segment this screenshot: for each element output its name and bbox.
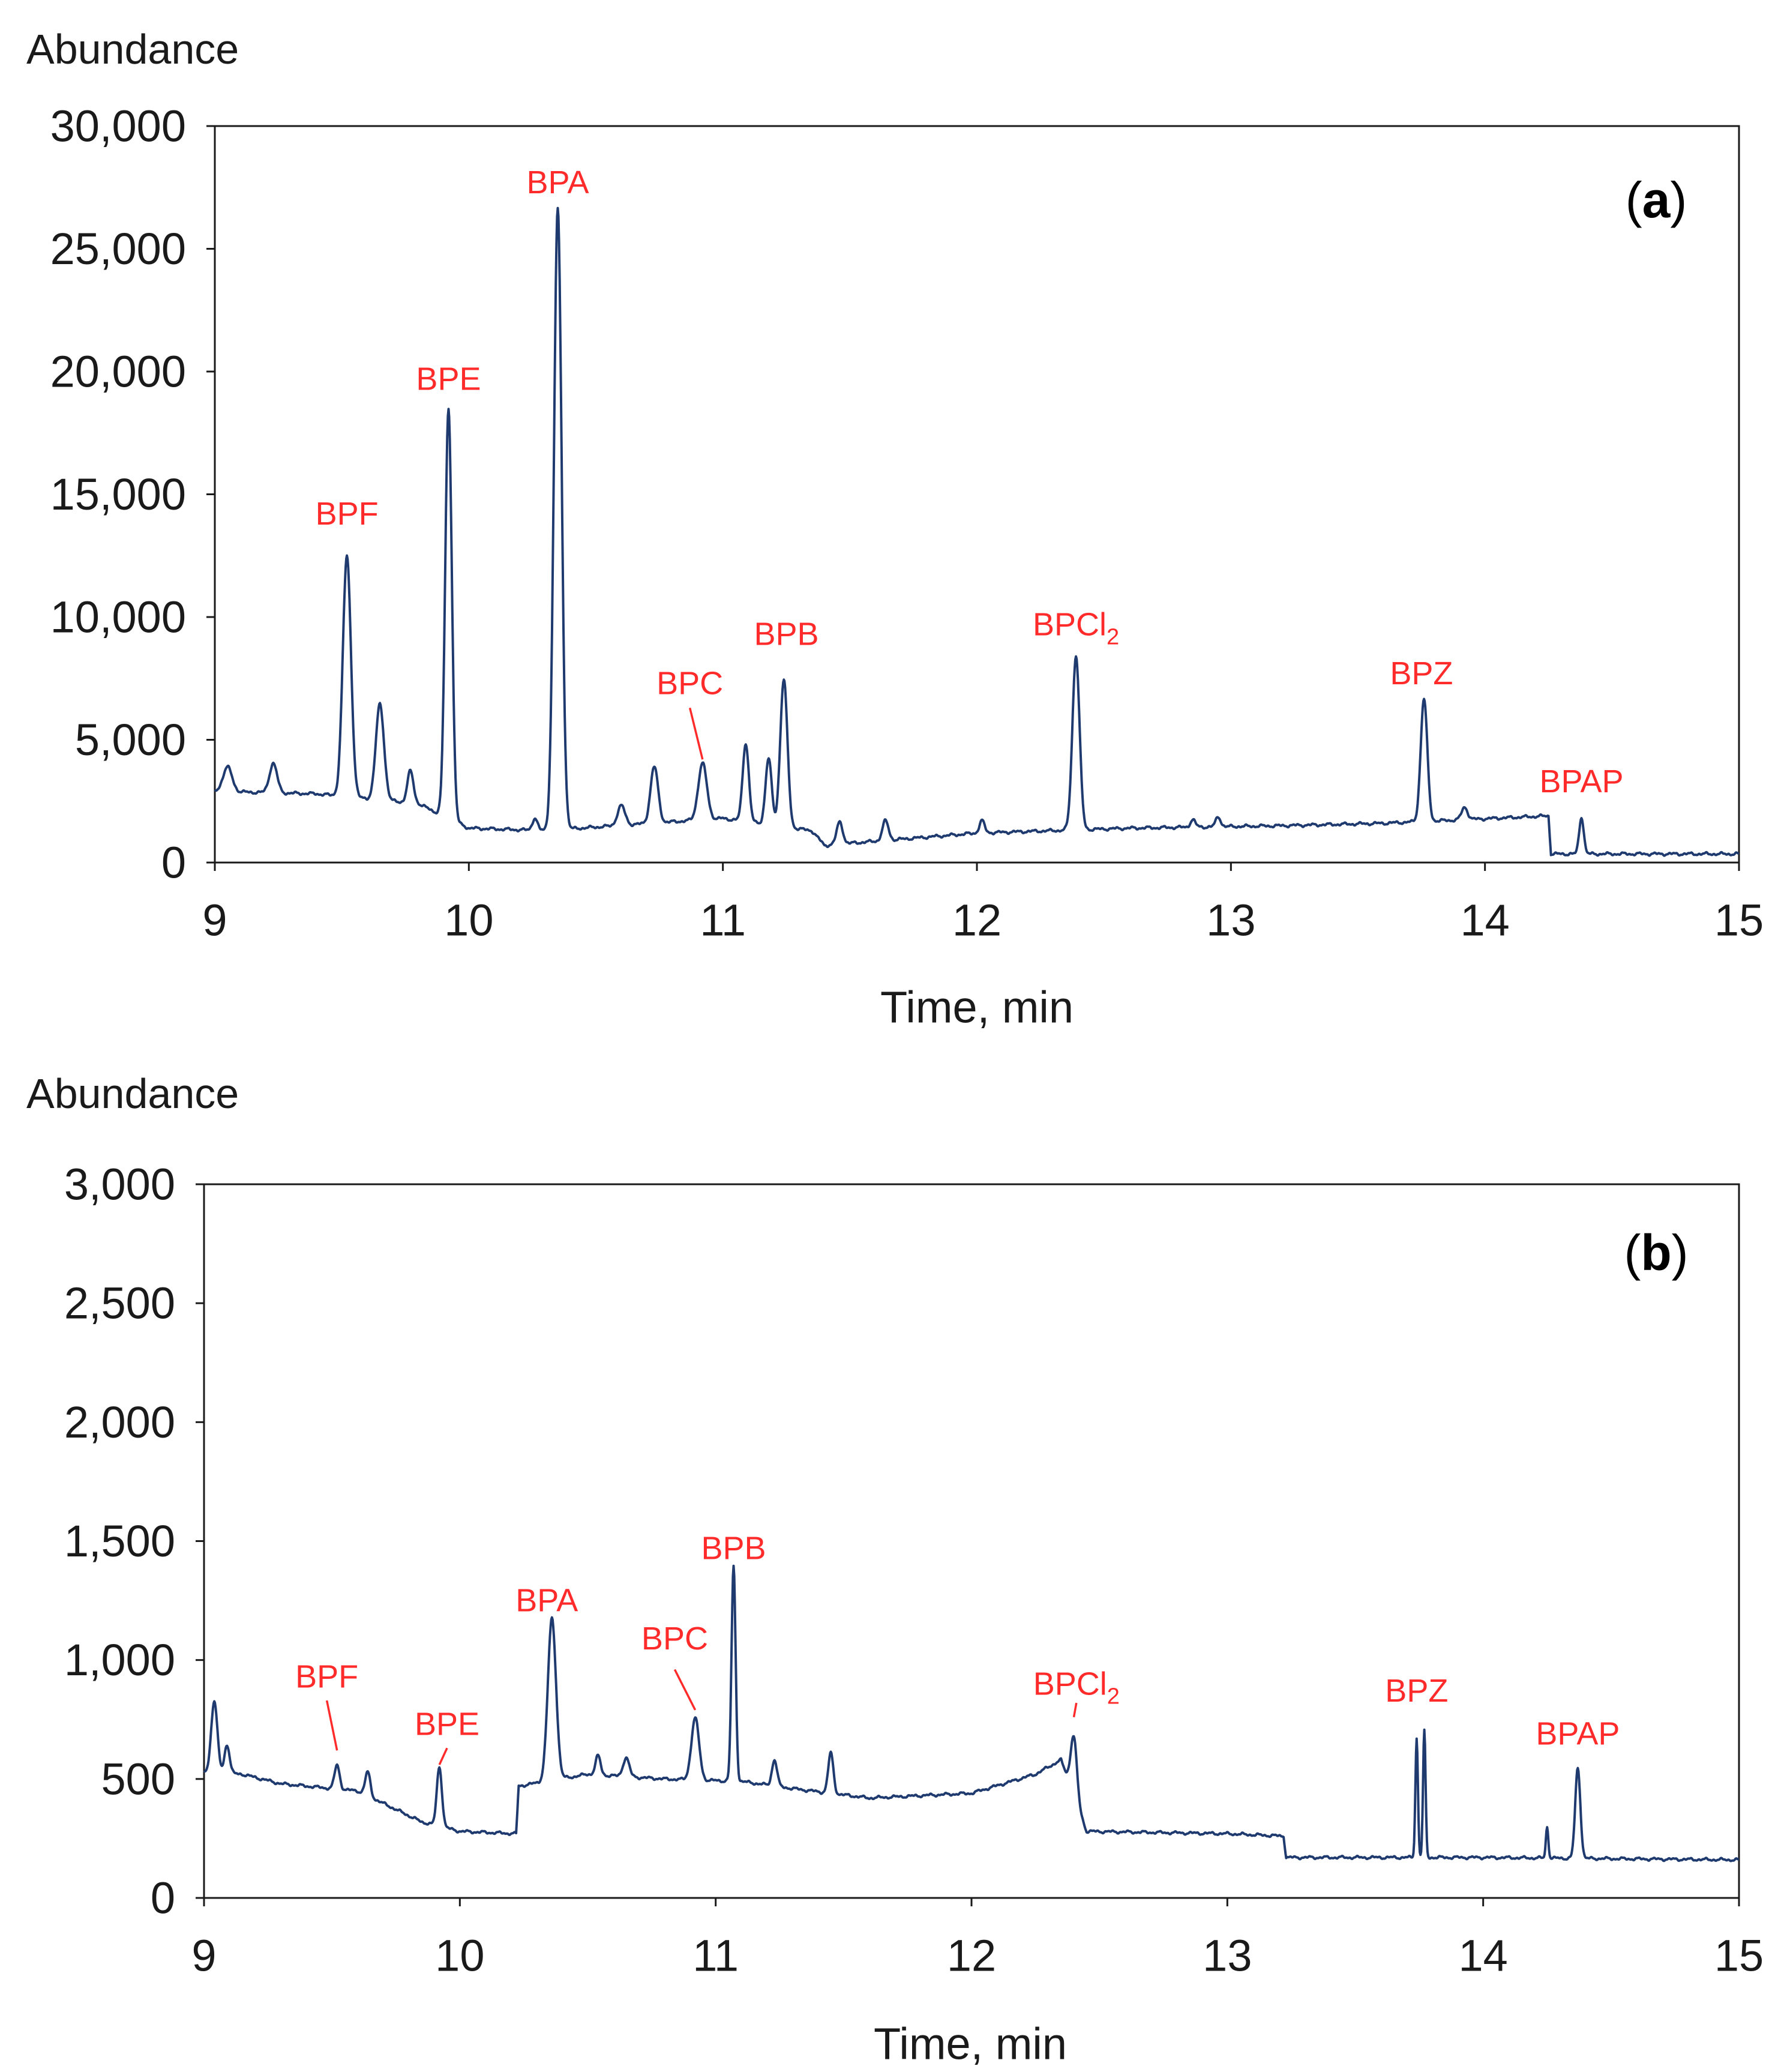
panel-tag: (a): [1626, 172, 1687, 228]
y-tick-label: 1,000: [64, 1635, 175, 1685]
x-tick-label: 11: [692, 1931, 739, 1981]
y-tick-label: 2,000: [64, 1397, 175, 1447]
x-tick-label: 9: [202, 896, 227, 945]
x-tick-label: 14: [1459, 1931, 1508, 1981]
peak-label-bpcl: BPCl2: [1033, 1666, 1120, 1709]
peak-label-text: BPAP: [1540, 763, 1624, 800]
plot-frame: [214, 125, 1740, 864]
peak-label-text: BPE: [415, 1706, 479, 1742]
panel-tag-open-paren: (: [1624, 1224, 1641, 1281]
y-tick-label: 0: [151, 1873, 175, 1923]
peak-label-bpc: BPC: [656, 665, 723, 701]
peak-label-bpe: BPE: [415, 1706, 479, 1742]
peak-label-text: BPC: [656, 665, 723, 701]
x-tick-label: 12: [952, 896, 1002, 945]
x-tick-label: 15: [1714, 896, 1764, 945]
peak-label-text: BPZ: [1385, 1673, 1448, 1709]
x-tick-label: 11: [700, 896, 746, 945]
x-tick-label: 14: [1461, 896, 1510, 945]
x-tick-label: 10: [435, 1931, 484, 1981]
y-tick-label: 30,000: [50, 101, 186, 151]
peak-label-text: BPCl: [1033, 1666, 1107, 1702]
peak-label-bpf: BPF: [295, 1658, 358, 1694]
peak-label-text: BPA: [526, 164, 589, 200]
peak-label-bpa: BPA: [515, 1583, 578, 1619]
peak-leader-line: [688, 707, 704, 760]
peak-label-subscript: 2: [1107, 624, 1119, 649]
y-tick-label: 15,000: [50, 469, 186, 519]
peak-label-bpz: BPZ: [1390, 655, 1453, 691]
y-tick-label: 5,000: [75, 715, 186, 765]
peak-label-text: BPB: [754, 616, 818, 652]
x-tick-label: 12: [947, 1931, 996, 1981]
peak-label-text: BPZ: [1390, 655, 1453, 691]
peak-label-bpa: BPA: [526, 164, 589, 200]
peak-leader-line: [325, 1700, 338, 1751]
peak-label-bpap: BPAP: [1540, 763, 1624, 800]
x-tick-label: 10: [444, 896, 493, 945]
peak-label-bpcl: BPCl2: [1033, 606, 1119, 649]
peak-leader-line: [1072, 1702, 1078, 1718]
x-tick-label: 13: [1206, 896, 1255, 945]
y-tick-label: 2,500: [64, 1278, 175, 1328]
panel-tag-letter: a: [1642, 172, 1671, 228]
panel-tag-close-paren: ): [1672, 1224, 1689, 1281]
peak-label-bpe: BPE: [416, 361, 481, 397]
y-tick-label: 10,000: [50, 592, 186, 642]
peak-label-text: BPC: [641, 1621, 708, 1657]
x-tick-label: 15: [1714, 1931, 1764, 1981]
peak-leader-line: [673, 1669, 697, 1711]
x-axis-title: Time, min: [880, 983, 1074, 1032]
peak-leader-line: [438, 1747, 448, 1765]
chart-panel-b: Abundance 0 500 1,000 1,500 2,000 2,500 3,000 9 1…: [26, 1070, 1764, 2069]
x-tick-label: 13: [1203, 1931, 1252, 1981]
chromatogram-trace: [203, 1564, 1740, 1863]
peak-label-text: BPF: [295, 1658, 358, 1694]
y-tick-label: 500: [101, 1754, 175, 1804]
peak-label-text: BPCl: [1033, 606, 1107, 642]
peak-label-bpz: BPZ: [1385, 1673, 1448, 1709]
peak-label-bpap: BPAP: [1536, 1716, 1620, 1752]
y-tick-label: 0: [161, 838, 186, 888]
y-tick-label: 3,000: [64, 1160, 175, 1209]
y-axis-label: Abundance: [26, 1070, 239, 1117]
panel-tag: (b): [1624, 1224, 1688, 1281]
panel-tag-open-paren: (: [1626, 172, 1642, 228]
peak-label-text: BPA: [515, 1583, 578, 1619]
peak-label-bpb: BPB: [754, 616, 818, 652]
peak-label-text: BPE: [416, 361, 481, 397]
panel-tag-letter: b: [1641, 1224, 1671, 1281]
chromatogram-trace: [214, 206, 1740, 857]
peak-label-text: BPF: [316, 496, 379, 532]
peak-label-bpc: BPC: [641, 1621, 708, 1657]
peak-label-text: BPAP: [1536, 1716, 1620, 1752]
y-tick-label: 1,500: [64, 1516, 175, 1566]
panel-tag-close-paren: ): [1670, 172, 1687, 228]
y-tick-label: 20,000: [50, 347, 186, 397]
peak-label-bpb: BPB: [701, 1530, 766, 1566]
y-tick-label: 25,000: [50, 224, 186, 274]
chart-panel-a: Abundance 0 5,000 10,000 15,000 20,000 25,000 3…: [26, 26, 1764, 1032]
y-axis-label: Abundance: [26, 26, 239, 73]
peak-label-text: BPB: [701, 1530, 766, 1566]
x-tick-label: 9: [191, 1931, 216, 1981]
peak-label-subscript: 2: [1107, 1684, 1120, 1709]
plot-frame: [203, 1183, 1740, 1899]
peak-label-bpf: BPF: [316, 496, 379, 532]
x-axis-title: Time, min: [874, 2019, 1067, 2069]
